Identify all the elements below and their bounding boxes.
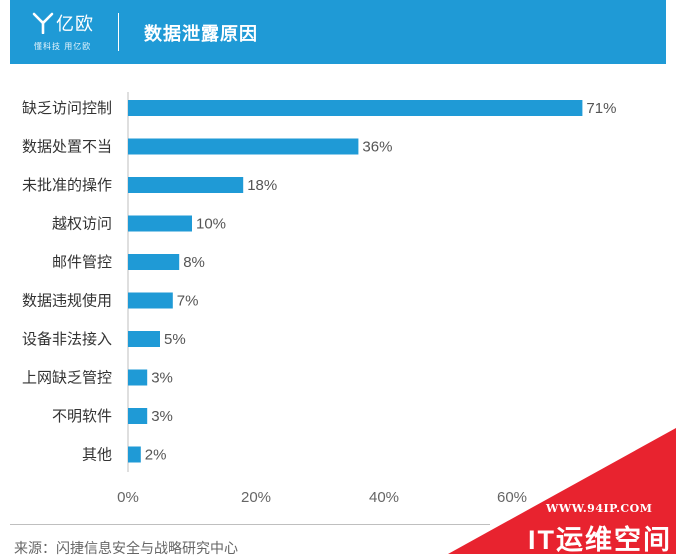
watermark-text: IT运维空间	[528, 525, 672, 555]
category-label: 其他	[82, 447, 112, 464]
data-label: 36%	[362, 139, 392, 156]
data-label: 2%	[145, 447, 167, 464]
data-label: 7%	[177, 293, 199, 310]
bar	[128, 369, 148, 386]
header-divider	[118, 13, 119, 51]
category-label: 未批准的操作	[22, 177, 112, 194]
data-label: 3%	[151, 370, 173, 387]
category-label: 越权访问	[52, 216, 112, 233]
data-label: 5%	[164, 331, 186, 348]
data-label: 10%	[196, 216, 226, 233]
category-label: 邮件管控	[52, 254, 112, 271]
x-tick-label: 20%	[241, 489, 271, 506]
bar	[128, 331, 160, 347]
category-label: 上网缺乏管控	[22, 370, 112, 387]
yiou-logo-icon	[32, 12, 54, 34]
x-tick-label: 0%	[117, 489, 139, 506]
chart-title: 数据泄露原因	[144, 24, 258, 44]
category-label: 数据违规使用	[22, 293, 112, 310]
source-divider	[10, 524, 490, 525]
data-label: 18%	[247, 177, 277, 194]
header-banner: 亿欧 懂科技 用亿欧 数据泄露原因	[10, 0, 666, 64]
x-tick-label: 60%	[497, 489, 527, 506]
watermark-url: WWW.94IP.COM	[546, 502, 653, 515]
bar	[128, 446, 141, 463]
category-label: 设备非法接入	[22, 331, 112, 348]
bar	[128, 100, 583, 116]
bar	[128, 177, 244, 193]
bar-chart: 缺乏访问控制 71% 数据处置不当 36% 未批准的操作 18% 越权访问 10% 邮件管控 8%…	[22, 92, 616, 506]
data-label: 71%	[586, 100, 616, 117]
source-note: 来源：闪捷信息安全与战略研究中心	[14, 540, 238, 556]
bar	[128, 292, 173, 309]
category-label: 不明软件	[52, 408, 112, 425]
bar	[128, 215, 192, 232]
data-label: 3%	[151, 408, 173, 425]
bar	[128, 254, 180, 270]
category-label: 数据处置不当	[22, 139, 112, 156]
category-label: 缺乏访问控制	[22, 100, 112, 117]
bar	[128, 408, 148, 424]
logo-name: 亿欧	[56, 14, 94, 34]
x-tick-label: 40%	[369, 489, 399, 506]
data-label: 8%	[183, 254, 205, 271]
logo-slogan: 懂科技 用亿欧	[34, 42, 92, 51]
bar	[128, 138, 359, 155]
